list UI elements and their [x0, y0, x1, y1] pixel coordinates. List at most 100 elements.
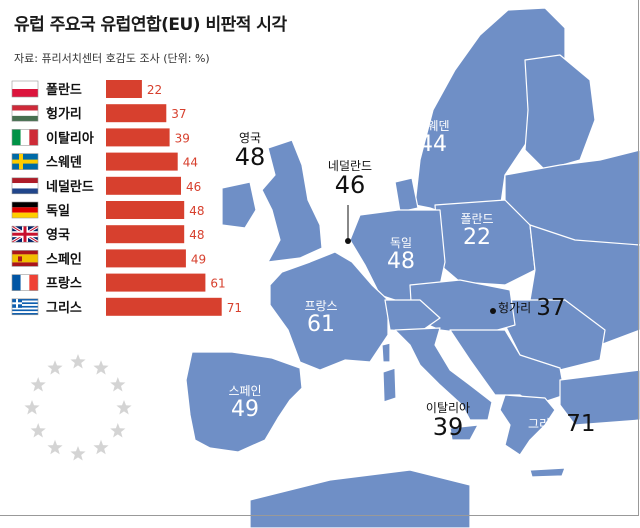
map-label-poland: 폴란드 22: [452, 213, 502, 249]
map-label-name: 헝가리: [498, 300, 532, 315]
bar-row: 그리스 71: [11, 297, 242, 316]
map-region-sicily: [449, 424, 479, 441]
bar-row: 헝가리 37: [11, 104, 187, 123]
sweden-flag-icon: [11, 153, 39, 170]
value-label: 46: [186, 180, 201, 194]
page-title: 유럽 주요국 유럽연합(EU) 비판적 시각: [14, 15, 287, 35]
map-label-value: 22: [463, 224, 491, 250]
eu-star: [110, 423, 126, 438]
netherlands-pointer: [345, 205, 351, 244]
map-label-value: 37: [536, 295, 566, 321]
bar: [106, 128, 170, 147]
map-label-sweden: 스웨덴 44: [410, 120, 456, 156]
map-label-value: 44: [419, 131, 447, 157]
map-region-alps: [384, 299, 441, 333]
map-label-name: 네덜란드: [327, 159, 373, 173]
eu-star: [70, 354, 86, 369]
eu-star: [93, 360, 109, 375]
map-label-name: 그리스: [528, 416, 562, 431]
map-label-value: 48: [387, 248, 415, 274]
value-label: 49: [191, 252, 206, 266]
bar: [106, 176, 181, 195]
map-label-germany: 독일 48: [381, 237, 421, 273]
france-flag-icon: [11, 274, 39, 291]
category-label: 네덜란드: [46, 179, 94, 195]
map-label-greece: 그리스 71: [528, 412, 608, 436]
eu-star: [110, 377, 126, 392]
bar-row: 이탈리아 39: [11, 128, 190, 147]
map-label-france: 프랑스 61: [298, 300, 344, 336]
map-label-value: 61: [307, 311, 335, 337]
bar-row: 프랑스 61: [11, 273, 226, 292]
value-label: 37: [171, 107, 186, 121]
value-label: 61: [210, 277, 225, 291]
map-label-name: 스페인: [228, 384, 262, 398]
map-region-corsica: [381, 342, 391, 363]
bar: [106, 80, 142, 98]
value-label: 44: [183, 156, 198, 170]
map-label-name: 독일: [389, 236, 413, 250]
map-region-balkans: [449, 329, 566, 406]
map-label-hungary: 헝가리 37: [498, 296, 598, 320]
value-label: 71: [227, 301, 242, 315]
eu-star: [30, 377, 46, 392]
map-label-value: 71: [566, 411, 596, 437]
category-label: 스페인: [46, 251, 82, 267]
category-label: 영국: [46, 228, 70, 243]
italy-flag-icon: [11, 129, 39, 146]
eu-star: [47, 439, 63, 455]
bar-row: 스페인 49: [11, 249, 206, 268]
bar: [106, 104, 167, 123]
category-label: 독일: [46, 204, 70, 219]
eu-star: [116, 400, 132, 415]
map-region-ireland: [221, 181, 257, 229]
hungary-flag-icon: [11, 104, 39, 122]
value-label: 48: [189, 228, 204, 242]
map-label-spain: 스페인 49: [222, 385, 268, 421]
map-label-name: 스웨덴: [416, 119, 450, 133]
map-label-uk: 영국 48: [228, 132, 272, 170]
bar-row: 폴란드 22: [11, 80, 162, 98]
category-label: 그리스: [46, 300, 82, 316]
netherlands-flag-icon: [11, 177, 39, 195]
map-region-uk: [261, 139, 323, 263]
category-label: 폴란드: [46, 83, 82, 98]
map-label-value: 49: [231, 396, 259, 422]
eu-star: [93, 439, 109, 455]
bar: [106, 152, 178, 171]
poland-flag-icon: [11, 80, 39, 98]
germany-flag-icon: [11, 201, 39, 219]
map-label-value: 46: [334, 170, 366, 199]
map-label-italy: 이탈리아 39: [416, 402, 480, 440]
map-label-name: 프랑스: [304, 299, 338, 313]
map-land: [185, 7, 640, 528]
bar-row: 독일 48: [11, 201, 205, 219]
value-label: 48: [189, 204, 204, 218]
map-label-value: 48: [234, 142, 266, 171]
source-note: 자료: 퓨리서치센터 호감도 조사 (단위: %): [14, 52, 210, 65]
spain-flag-icon: [11, 250, 39, 267]
hungary-pointer: [490, 308, 496, 314]
eu-star: [30, 423, 46, 438]
bar: [106, 225, 185, 244]
category-label: 프랑스: [46, 277, 82, 292]
map-region-turkey: [559, 369, 640, 426]
map-region-crete: [529, 467, 566, 478]
bar: [106, 297, 222, 316]
category-label: 이탈리아: [46, 130, 94, 146]
map-region-africa: [249, 469, 471, 528]
value-label: 22: [147, 83, 162, 97]
bar: [106, 249, 186, 268]
map-label-value: 39: [432, 412, 464, 441]
greece-flag-icon: [11, 298, 39, 316]
map-label-name: 영국: [238, 131, 262, 145]
uk-flag-icon: [11, 224, 39, 244]
map-region-romania: [504, 299, 606, 371]
eu-star: [70, 446, 86, 461]
bar-row: 스웨덴 44: [11, 152, 198, 171]
bar-chart: 폴란드 22 헝가리 37 이탈리아 39 스웨덴 44 네덜란드 46 독일 48 영국 48 스페인 49…: [11, 80, 242, 316]
map-region-sardinia: [382, 367, 397, 403]
category-label: 스웨덴: [46, 155, 82, 171]
map-region-greece: [499, 394, 556, 456]
